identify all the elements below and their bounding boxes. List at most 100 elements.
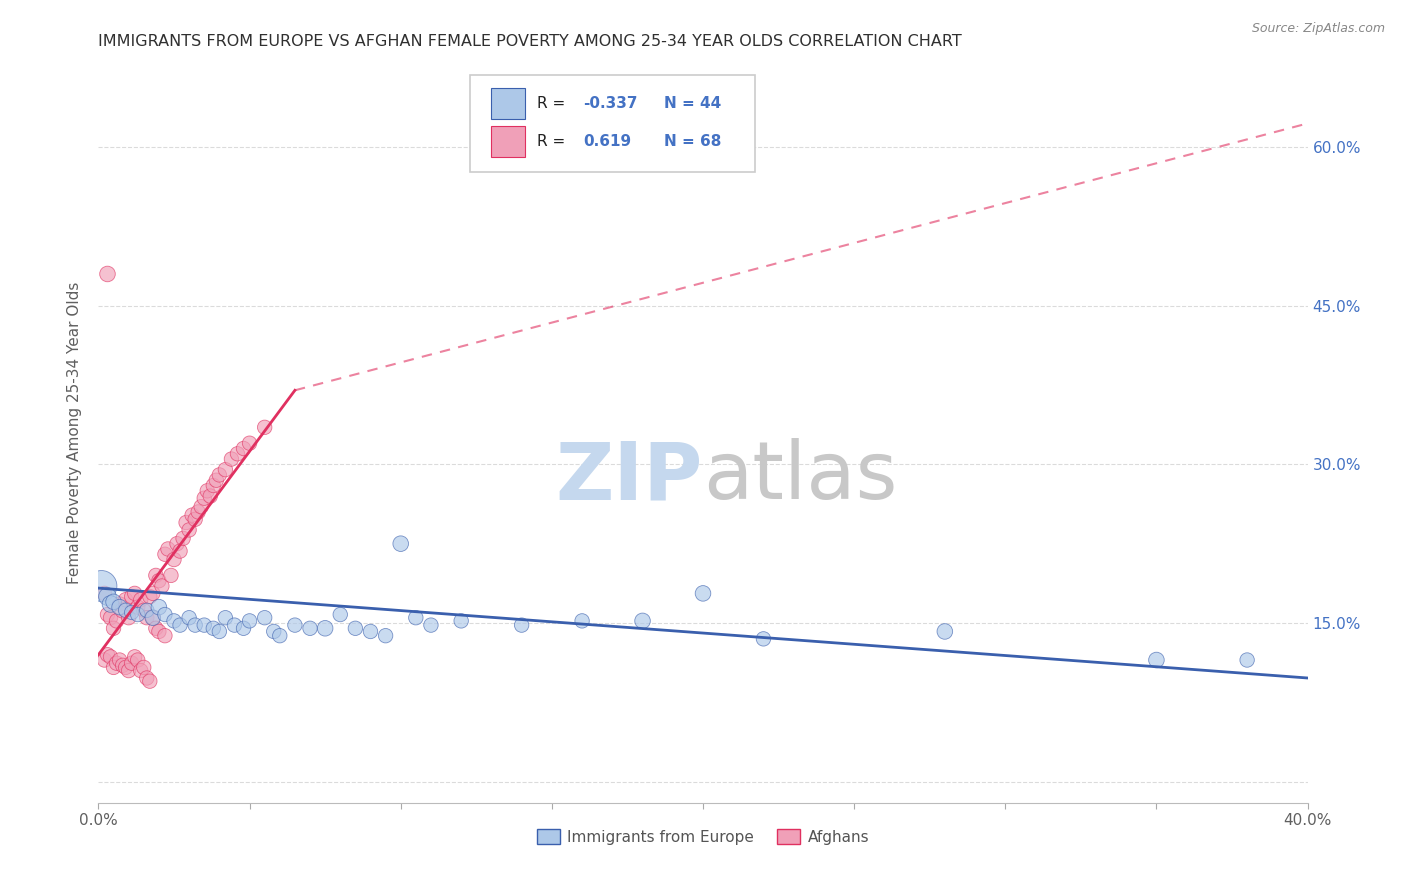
Point xyxy=(142,611,165,625)
Point xyxy=(148,600,170,615)
Text: 0.619: 0.619 xyxy=(583,134,631,149)
Point xyxy=(153,629,176,643)
Text: R =: R = xyxy=(537,95,571,111)
Legend: Immigrants from Europe, Afghans: Immigrants from Europe, Afghans xyxy=(530,822,876,851)
Point xyxy=(103,595,125,609)
Point xyxy=(172,532,194,546)
Point xyxy=(148,624,170,639)
Point xyxy=(179,611,201,625)
Point xyxy=(510,618,533,632)
Point xyxy=(1144,653,1167,667)
Point xyxy=(96,590,118,604)
Point xyxy=(93,586,115,600)
Point xyxy=(114,660,136,674)
Point xyxy=(214,463,236,477)
Point xyxy=(121,590,143,604)
Point xyxy=(314,621,336,635)
Point xyxy=(184,618,207,632)
Point xyxy=(129,664,152,678)
Point xyxy=(200,489,222,503)
Point xyxy=(129,592,152,607)
Point xyxy=(135,603,157,617)
Point xyxy=(226,447,249,461)
Point xyxy=(190,500,212,514)
Point xyxy=(108,653,131,667)
Point xyxy=(142,611,165,625)
Point xyxy=(253,611,276,625)
Text: N = 68: N = 68 xyxy=(664,134,721,149)
FancyBboxPatch shape xyxy=(470,75,755,172)
Point xyxy=(124,649,146,664)
Point xyxy=(187,505,209,519)
Point xyxy=(111,603,134,617)
Bar xyxy=(492,126,526,157)
Point xyxy=(96,607,118,622)
Point xyxy=(153,547,176,561)
Point xyxy=(163,614,186,628)
Point xyxy=(127,653,149,667)
Point xyxy=(153,607,176,622)
Point xyxy=(450,614,472,628)
Point xyxy=(105,656,128,670)
Point xyxy=(127,600,149,615)
Point xyxy=(253,420,276,434)
Point xyxy=(100,649,122,664)
Point xyxy=(166,537,188,551)
Point xyxy=(193,618,215,632)
Point xyxy=(344,621,367,635)
Point xyxy=(111,658,134,673)
Bar xyxy=(492,87,526,119)
Point xyxy=(232,621,254,635)
Point xyxy=(142,586,165,600)
Point xyxy=(169,544,191,558)
Point xyxy=(202,621,225,635)
Point xyxy=(420,618,443,632)
Point xyxy=(108,600,131,615)
Point xyxy=(208,467,231,482)
Point xyxy=(752,632,775,646)
Point xyxy=(90,579,112,593)
Point xyxy=(100,611,122,625)
Point xyxy=(174,516,197,530)
Text: -0.337: -0.337 xyxy=(583,95,638,111)
Point xyxy=(329,607,352,622)
Point xyxy=(631,614,654,628)
Point xyxy=(263,624,285,639)
Point xyxy=(692,586,714,600)
Point xyxy=(132,603,155,617)
Point xyxy=(208,624,231,639)
Point xyxy=(214,611,236,625)
Point xyxy=(135,671,157,685)
Point xyxy=(93,653,115,667)
Point xyxy=(132,660,155,674)
Point xyxy=(1236,653,1258,667)
Point xyxy=(160,568,183,582)
Point xyxy=(360,624,382,639)
Point xyxy=(239,436,262,450)
Point xyxy=(269,629,291,643)
Point xyxy=(118,611,141,625)
Point xyxy=(934,624,956,639)
Point xyxy=(145,568,167,582)
Point xyxy=(184,512,207,526)
Point xyxy=(121,606,143,620)
Point xyxy=(145,621,167,635)
Point xyxy=(121,656,143,670)
Y-axis label: Female Poverty Among 25-34 Year Olds: Female Poverty Among 25-34 Year Olds xyxy=(67,282,83,583)
Point xyxy=(232,442,254,456)
Point xyxy=(179,523,201,537)
Text: ZIP: ZIP xyxy=(555,438,703,516)
Point xyxy=(239,614,262,628)
Text: atlas: atlas xyxy=(703,438,897,516)
Point xyxy=(181,508,204,522)
Point xyxy=(389,537,412,551)
Point xyxy=(148,574,170,588)
Point xyxy=(156,541,179,556)
Point xyxy=(284,618,307,632)
Point xyxy=(139,674,162,689)
Point xyxy=(114,592,136,607)
Text: N = 44: N = 44 xyxy=(664,95,721,111)
Point xyxy=(205,473,228,487)
Point xyxy=(163,552,186,566)
Point xyxy=(105,614,128,628)
